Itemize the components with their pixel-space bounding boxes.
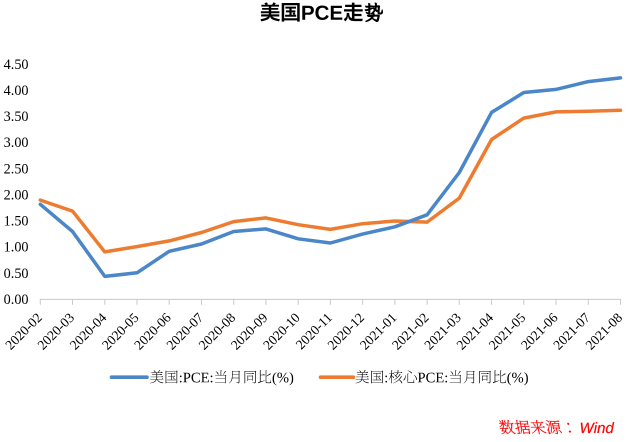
svg-text:1.50: 1.50 [4,214,29,230]
svg-text:3.00: 3.00 [4,135,29,151]
svg-text:4.50: 4.50 [4,57,29,73]
svg-text:1.00: 1.00 [4,240,29,256]
svg-text:3.50: 3.50 [4,109,29,125]
svg-text:4.00: 4.00 [4,83,29,99]
svg-text:2.50: 2.50 [4,161,29,177]
svg-text:0.50: 0.50 [4,266,29,282]
svg-text:0.00: 0.00 [4,292,29,308]
svg-text:2.00: 2.00 [4,188,29,204]
